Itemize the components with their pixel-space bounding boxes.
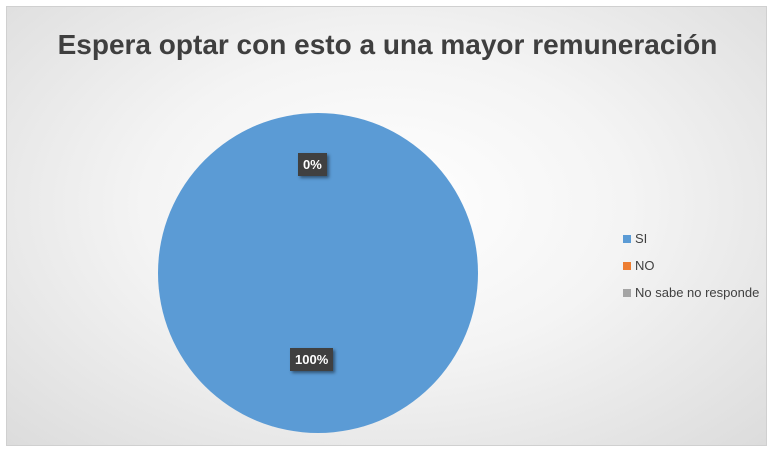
legend-item-no-sabe: No sabe no responde <box>623 279 759 306</box>
data-label-no: 0% <box>298 153 327 176</box>
legend-item-si: SI <box>623 225 759 252</box>
legend-swatch-si <box>623 234 631 243</box>
legend-label-no: NO <box>635 258 655 273</box>
legend: SI NO No sabe no responde <box>623 225 759 306</box>
pie-slice-si <box>158 113 478 433</box>
chart-area: Espera optar con esto a una mayor remune… <box>6 6 767 446</box>
data-label-si: 100% <box>290 348 334 371</box>
legend-item-no: NO <box>623 252 759 279</box>
legend-label-no-sabe: No sabe no responde <box>635 285 760 300</box>
chart-title: Espera optar con esto a una mayor remune… <box>57 29 718 60</box>
legend-swatch-no-sabe <box>623 288 631 297</box>
legend-swatch-no <box>623 261 631 270</box>
pie-chart <box>158 113 478 433</box>
legend-label-si: SI <box>635 231 648 246</box>
